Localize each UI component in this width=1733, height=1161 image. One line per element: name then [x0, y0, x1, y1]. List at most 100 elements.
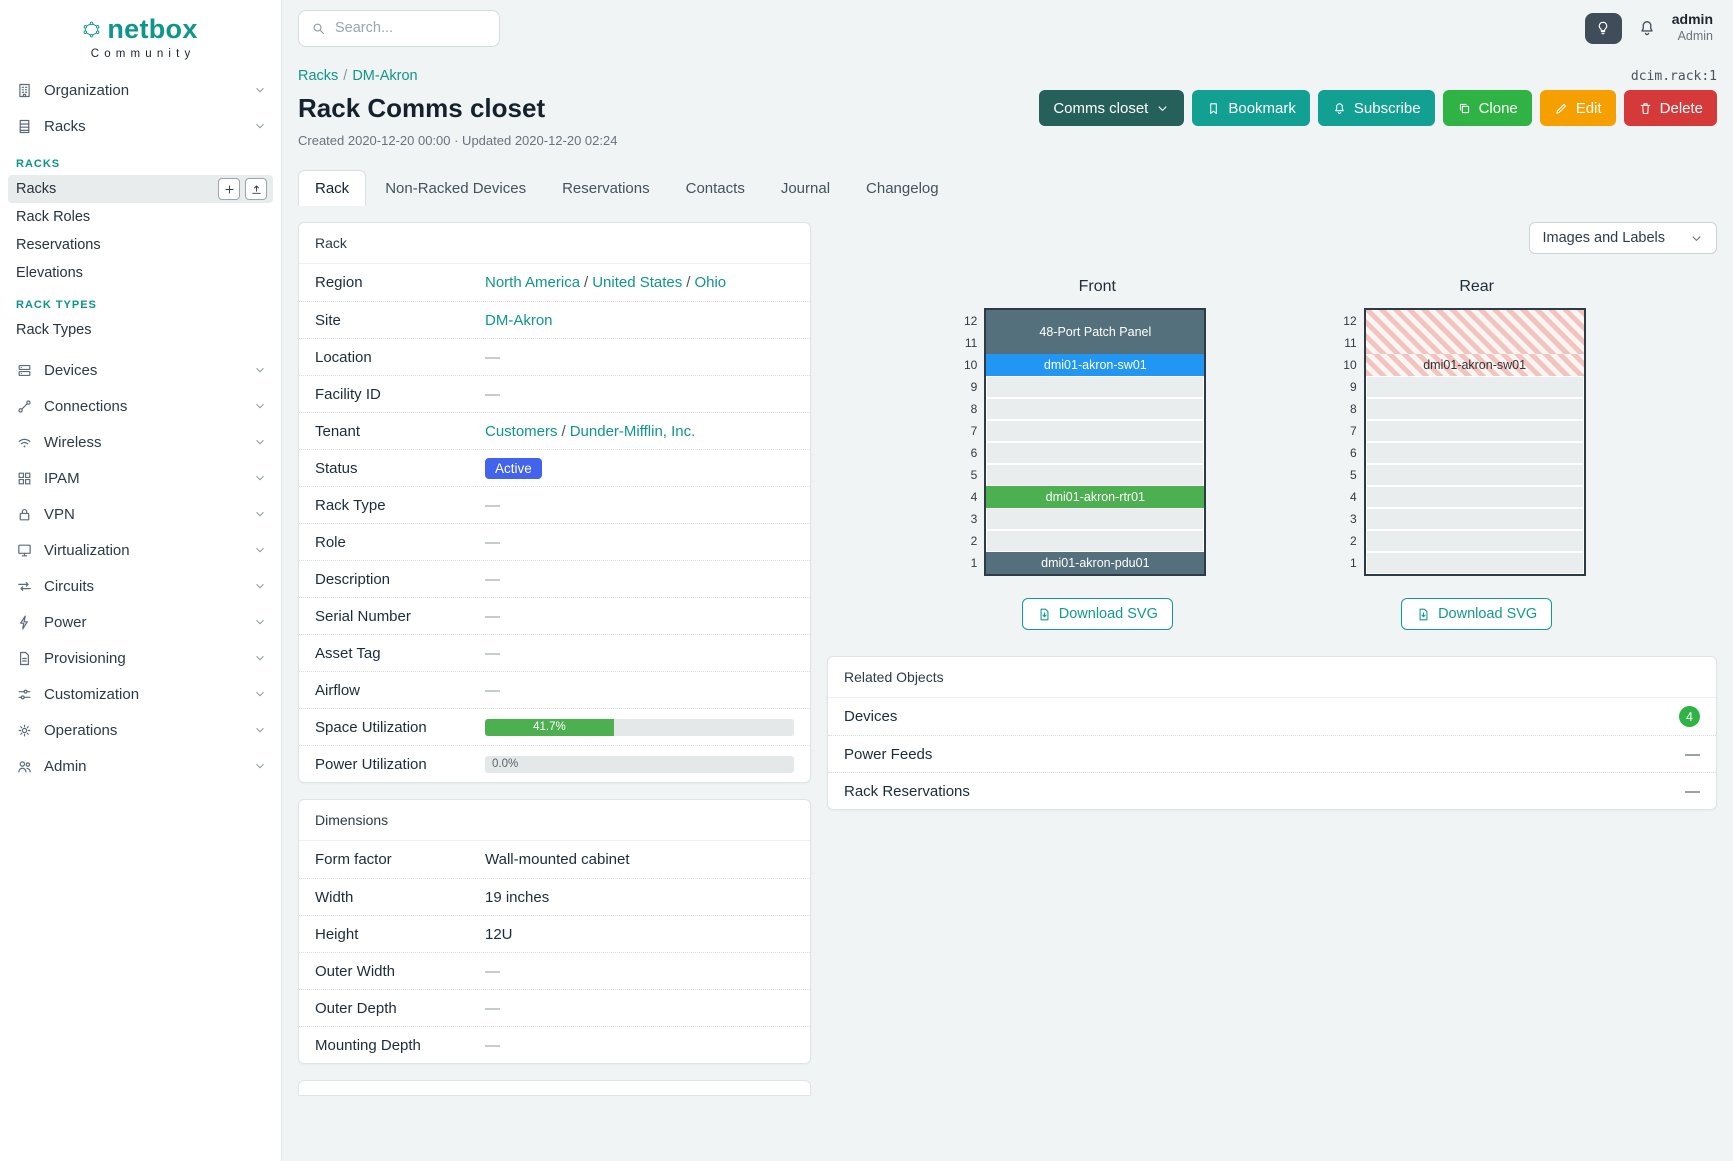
sidebar-item-vpn[interactable]: VPN	[0, 496, 281, 532]
copy-icon	[1457, 101, 1472, 116]
link-customers[interactable]: Customers	[485, 422, 558, 440]
empty-unit	[987, 509, 1204, 529]
racks-submenu: RACKS Racks Rack Roles Reservations Elevatio…	[0, 144, 281, 352]
related-panel-title: Related Objects	[828, 657, 1716, 698]
breadcrumb-link-dm-akron[interactable]: DM-Akron	[352, 68, 418, 84]
bookmark-button[interactable]: Bookmark	[1192, 90, 1310, 126]
search-input[interactable]	[335, 20, 475, 36]
subnav-item-rack-roles[interactable]: Rack Roles	[16, 209, 91, 225]
sidebar-item-provisioning[interactable]: Provisioning	[0, 640, 281, 676]
cut-off-panel	[298, 1080, 811, 1096]
sidebar-item-admin[interactable]: Admin	[0, 748, 281, 784]
sidebar-item-racks[interactable]: Racks	[0, 108, 281, 144]
sidebar-item-customization[interactable]: Customization	[0, 676, 281, 712]
chevron-down-icon	[253, 687, 267, 701]
link-united-states[interactable]: United States	[592, 274, 683, 291]
row-width: Width 19 inches	[299, 878, 810, 915]
notifications-button[interactable]	[1637, 18, 1657, 38]
wireless-icon	[16, 434, 33, 451]
rack-unit-dmi01-akron-sw01[interactable]: dmi01-akron-sw01	[986, 354, 1205, 376]
subnav-item-racks[interactable]: Racks	[8, 175, 273, 203]
related-row-power-feeds[interactable]: Power Feeds —	[828, 735, 1716, 772]
search-box[interactable]	[298, 9, 500, 47]
sidebar-item-power[interactable]: Power	[0, 604, 281, 640]
file-download-icon	[1416, 607, 1431, 622]
elevation-rear: Rear 12 11 10 9 8 7 6 5 4 3 2 1 dmi01-akron-sw01 Downl…	[1338, 278, 1586, 630]
tab-journal[interactable]: Journal	[780, 180, 831, 197]
unit-number: 8	[970, 402, 978, 416]
unit-number: 1	[970, 556, 978, 570]
brand[interactable]: netbox Community	[0, 0, 281, 72]
topbar: admin Admin	[282, 0, 1733, 56]
elevation-front: Front 12 11 10 9 8 7 6 5 4 3 2 1 48-Port Patch Panel d…	[958, 278, 1207, 630]
sidebar-item-organization[interactable]: Organization	[0, 72, 281, 108]
chevron-down-icon	[253, 119, 267, 133]
chevron-down-icon	[253, 363, 267, 377]
link-ohio[interactable]: Ohio	[694, 274, 727, 291]
pencil-icon	[1554, 101, 1569, 116]
row-status: Status Active	[299, 449, 810, 486]
related-row-rack-reservations[interactable]: Rack Reservations —	[828, 772, 1716, 809]
user-role: Admin	[1677, 28, 1713, 43]
rack-unit-dmi01-akron-pdu01[interactable]: dmi01-akron-pdu01	[986, 552, 1205, 574]
empty-unit	[987, 399, 1204, 419]
clone-button[interactable]: Clone	[1442, 90, 1532, 126]
provisioning-icon	[16, 650, 33, 667]
theme-toggle-button[interactable]	[1584, 12, 1622, 44]
subnav-item-elevations[interactable]: Elevations	[16, 265, 83, 281]
link-dm-akron[interactable]: DM-Akron	[485, 311, 553, 329]
edit-button[interactable]: Edit	[1539, 90, 1616, 126]
download-svg-button[interactable]: Download SVG	[1401, 598, 1553, 630]
unit-number: 1	[1349, 556, 1357, 570]
circuits-icon	[16, 578, 33, 595]
sidebar-item-devices[interactable]: Devices	[0, 352, 281, 388]
delete-button[interactable]: Delete	[1623, 90, 1717, 126]
sidebar-item-virtualization[interactable]: Virtualization	[0, 532, 281, 568]
related-row-devices[interactable]: Devices 4	[828, 698, 1716, 735]
row-space-utilization: Space Utilization 41.7%	[299, 708, 810, 745]
progress-bar: 0.0%	[485, 755, 794, 773]
row-outer-width: Outer Width —	[299, 952, 810, 989]
sidebar-item-operations[interactable]: Operations	[0, 712, 281, 748]
download-svg-button[interactable]: Download SVG	[1021, 598, 1173, 630]
empty-unit	[987, 465, 1204, 485]
subnav-item-rack-types[interactable]: Rack Types	[16, 322, 92, 338]
row-serial-number: Serial Number —	[299, 597, 810, 634]
brand-name: netbox	[107, 14, 198, 44]
chevron-down-icon	[253, 651, 267, 665]
row-description: Description —	[299, 560, 810, 597]
tab-reservations[interactable]: Reservations	[562, 180, 650, 197]
tab-rack[interactable]: Rack	[298, 170, 367, 206]
import-button[interactable]	[245, 178, 267, 200]
breadcrumb-link-racks[interactable]: Racks	[298, 68, 339, 84]
subscribe-button[interactable]: Subscribe	[1317, 90, 1435, 126]
link-dunder-mifflin-inc[interactable]: Dunder-Mifflin, Inc.	[569, 422, 696, 440]
count-badge: 4	[1679, 706, 1700, 727]
sidebar-item-connections[interactable]: Connections	[0, 388, 281, 424]
rack-unit-dmi01-akron-sw01[interactable]: dmi01-akron-sw01	[1365, 354, 1584, 376]
tab-non-racked-devices[interactable]: Non-Racked Devices	[385, 180, 527, 197]
unit-number: 11	[1344, 336, 1357, 350]
sidebar-item-wireless[interactable]: Wireless	[0, 424, 281, 460]
link-north-america[interactable]: North America	[485, 274, 581, 291]
subnav-item-reservations[interactable]: Reservations	[16, 237, 101, 253]
rack-unit-dmi01-akron-rtr01[interactable]: dmi01-akron-rtr01	[986, 486, 1205, 508]
user-menu[interactable]: admin Admin	[1672, 11, 1713, 44]
rack-unit-occupied[interactable]	[1365, 310, 1584, 354]
chevron-down-icon	[253, 759, 267, 773]
row-facility-id: Facility ID —	[299, 375, 810, 412]
rack-unit-48-port-patch-panel[interactable]: 48-Port Patch Panel	[986, 310, 1205, 354]
tab-contacts[interactable]: Contacts	[685, 180, 745, 197]
unit-number: 3	[1349, 512, 1357, 526]
row-tenant: Tenant Customers / Dunder-Mifflin, Inc.	[299, 412, 810, 449]
sidebar-item-ipam[interactable]: IPAM	[0, 460, 281, 496]
bell-plus-icon	[1332, 101, 1347, 116]
comms-closet-button[interactable]: Comms closet	[1039, 90, 1185, 126]
images-labels-toggle[interactable]: Images and Labels	[1529, 222, 1717, 254]
add-button[interactable]	[218, 178, 240, 200]
chevron-down-icon	[253, 399, 267, 413]
tab-changelog[interactable]: Changelog	[866, 180, 939, 197]
sidebar-item-circuits[interactable]: Circuits	[0, 568, 281, 604]
empty-unit	[1366, 399, 1583, 419]
